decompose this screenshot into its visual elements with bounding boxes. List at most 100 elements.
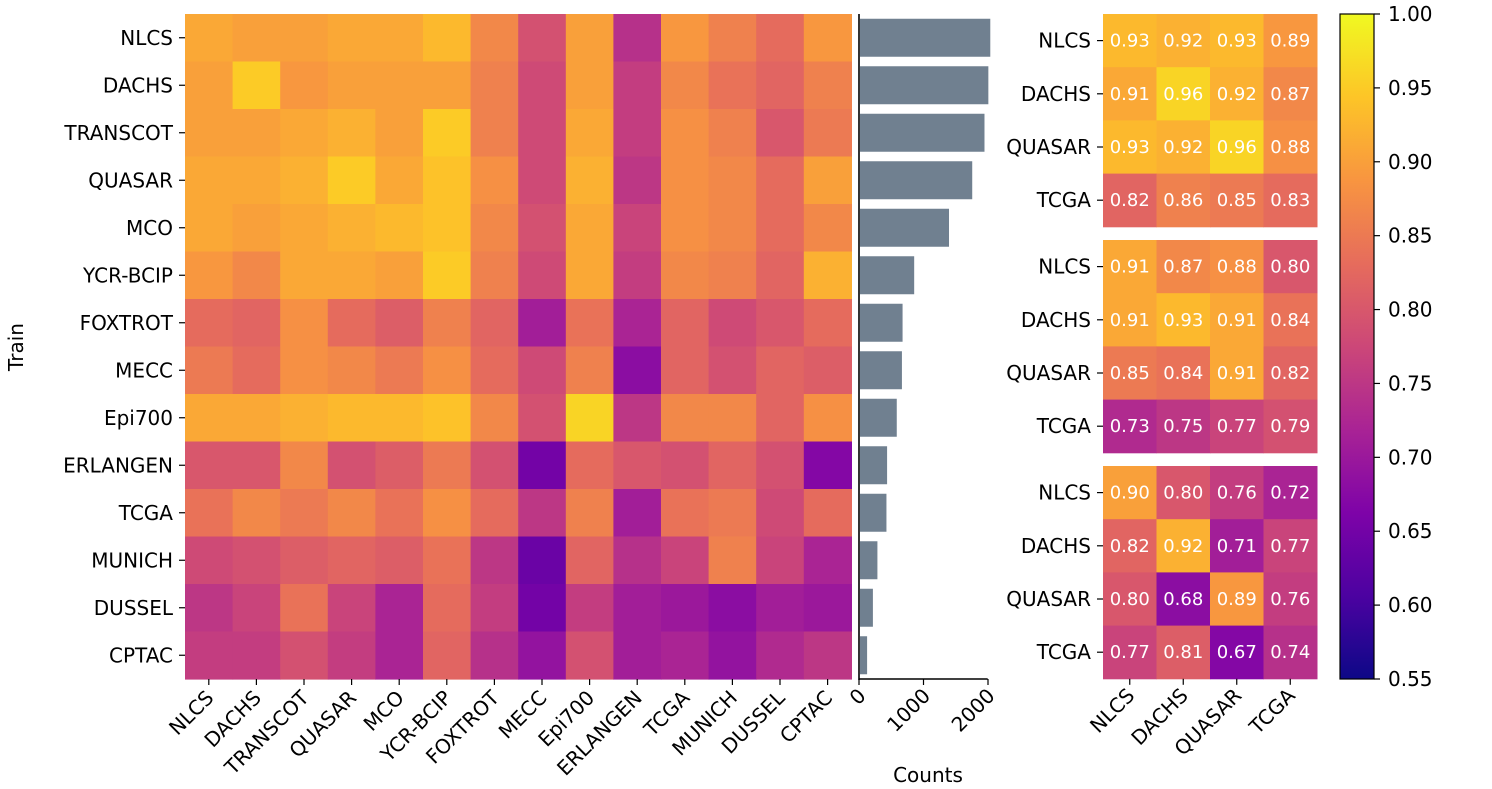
small-heatmap-cell [1263, 173, 1318, 228]
heatmap-cell [756, 631, 805, 680]
small-heatmap-cell [1263, 519, 1318, 573]
colorbar-tick-label: 0.95 [1388, 76, 1433, 100]
count-bar [860, 161, 973, 200]
heatmap-cell [280, 631, 329, 680]
small-heatmap-cell [1103, 14, 1157, 68]
heatmap-cell [708, 394, 757, 443]
cell-value-label: 0.90 [1110, 483, 1150, 504]
heatmap-cell [661, 109, 710, 158]
y-tick-label: YCR-BCIP [82, 263, 173, 287]
heatmap-cell [470, 61, 519, 110]
heatmap-cell [470, 109, 519, 158]
heatmap-cell [518, 584, 567, 633]
heatmap-cell [375, 489, 424, 538]
colorbar-tick-label: 0.90 [1388, 150, 1433, 174]
heatmap-cell [232, 584, 281, 633]
small-heatmap-cell [1263, 399, 1318, 454]
heatmap-cell [613, 156, 662, 205]
heatmap-cell [470, 631, 519, 680]
heatmap-cell [518, 441, 567, 490]
heatmap-cell [803, 536, 852, 585]
small-heatmap-cell [1263, 120, 1318, 175]
small-heatmap-cell [1263, 625, 1318, 680]
heatmap-cell [565, 14, 614, 63]
main-heatmap: NLCS DACHS TRANSCOT QUASAR MCO YCR-BCIP FOXTRO… [4, 14, 852, 780]
heatmap-cell [375, 394, 424, 443]
colorbar-gradient [1339, 13, 1375, 680]
heatmap-cell [756, 109, 805, 158]
cell-value-label: 0.80 [1163, 483, 1203, 504]
heatmap-cell [185, 61, 234, 110]
colorbar-tick-label: 1.00 [1388, 2, 1433, 26]
heatmap-cell [327, 441, 376, 490]
y-tick-label: DUSSEL [94, 596, 174, 620]
y-tick-label: TCGA [118, 501, 174, 525]
heatmap-cell [708, 584, 757, 633]
bar-x-tick-label: 0 [845, 684, 871, 710]
heatmap-cell [803, 631, 852, 680]
heatmap-cell [803, 394, 852, 443]
heatmap-cell [708, 14, 757, 63]
cell-value-label: 0.84 [1270, 310, 1310, 331]
heatmap-cell [565, 536, 614, 585]
cell-value-label: 0.93 [1110, 31, 1150, 52]
count-bar [860, 351, 902, 390]
heatmap-cell [565, 299, 614, 348]
heatmap-cell [280, 109, 329, 158]
heatmap-cell [232, 156, 281, 205]
heatmap-cell [327, 61, 376, 110]
heatmap-cell [708, 251, 757, 300]
cell-value-label: 0.68 [1163, 589, 1203, 610]
heatmap-cell [565, 489, 614, 538]
cell-value-label: 0.83 [1270, 190, 1310, 211]
cell-value-label: 0.91 [1217, 363, 1257, 384]
cell-value-label: 0.91 [1110, 310, 1150, 331]
heatmap-cell [327, 14, 376, 63]
heatmap-cell [185, 299, 234, 348]
small-heatmap-cell [1156, 67, 1211, 121]
heatmap-cell [470, 441, 519, 490]
heatmap-cell [661, 251, 710, 300]
heatmap-cell [708, 299, 757, 348]
cell-value-label: 0.82 [1270, 363, 1310, 384]
small-heatmap-cell [1210, 120, 1264, 175]
count-bar [860, 66, 989, 105]
small-heatmaps: 0.93 0.92 0.93 0.89 0.91 0.96 0.92 0.87 0.93 0.92… [1006, 14, 1318, 760]
cell-value-label: 0.92 [1163, 536, 1203, 557]
heatmap-cell [232, 109, 281, 158]
heatmap-cell [803, 204, 852, 253]
small-heatmap-cell [1156, 173, 1211, 228]
heatmap-cell [661, 14, 710, 63]
small-x-tick-label: TCGA [1244, 683, 1300, 739]
small-heatmap-2: 0.91 0.87 0.88 0.80 0.91 0.93 0.91 0.84 0.85 0.84… [1006, 240, 1318, 454]
small-heatmap-cell [1210, 466, 1264, 520]
heatmap-cell [613, 61, 662, 110]
colorbar-tick-label: 0.65 [1388, 519, 1433, 543]
heatmap-cell [613, 394, 662, 443]
heatmap-cell [708, 536, 757, 585]
small-heatmap-cell [1156, 625, 1211, 680]
cell-value-label: 0.73 [1110, 416, 1150, 437]
heatmap-cell [613, 14, 662, 63]
colorbar-tick-label: 0.75 [1388, 371, 1433, 395]
heatmap-cell [280, 536, 329, 585]
cell-value-label: 0.79 [1270, 416, 1310, 437]
heatmap-cell [375, 346, 424, 395]
small-heatmap-cell [1263, 14, 1318, 68]
heatmap-cell [565, 109, 614, 158]
small-heatmap-cell [1263, 466, 1318, 520]
cell-value-label: 0.77 [1110, 642, 1150, 663]
heatmap-cell [375, 251, 424, 300]
heatmap-cell [327, 394, 376, 443]
small-heatmap-cell [1210, 519, 1264, 573]
heatmap-cell [518, 204, 567, 253]
heatmap-cell [518, 156, 567, 205]
heatmap-cell [565, 204, 614, 253]
heatmap-cell [280, 299, 329, 348]
cell-value-label: 0.93 [1110, 137, 1150, 158]
heatmap-cell [518, 631, 567, 680]
heatmap-cell [565, 441, 614, 490]
heatmap-cell [565, 394, 614, 443]
heatmap-cell [470, 299, 519, 348]
